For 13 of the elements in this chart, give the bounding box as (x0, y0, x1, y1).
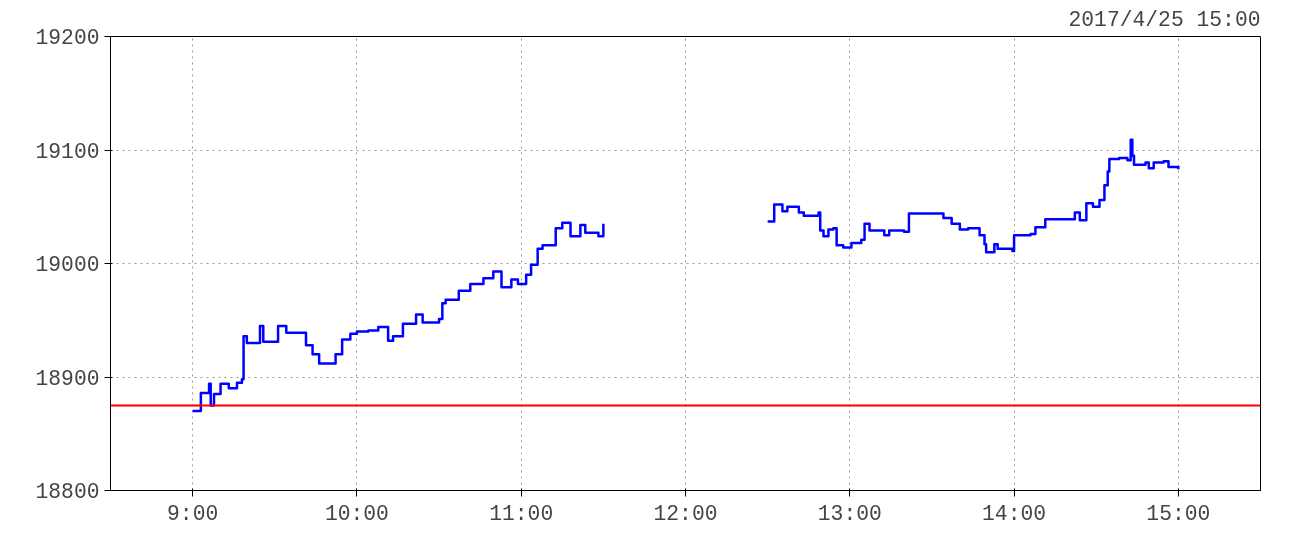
x-tick-label: 15:00 (1146, 501, 1211, 526)
chart-subtitle: 2017/4/25 15:00 (1068, 7, 1261, 32)
y-tick-label: 19100 (35, 139, 100, 164)
x-tick-label: 12:00 (653, 501, 718, 526)
x-tick-label: 10:00 (324, 501, 389, 526)
x-tick-label: 14:00 (982, 501, 1047, 526)
y-tick-label: 19200 (35, 26, 100, 50)
y-tick-label: 19000 (35, 253, 100, 277)
x-tick-label: 11:00 (489, 501, 554, 526)
y-tick-label: 18800 (35, 480, 100, 504)
x-tick-label: 13:00 (817, 501, 882, 526)
y-tick-label: 18900 (35, 366, 100, 391)
x-tick-label: 9:00 (167, 501, 219, 526)
